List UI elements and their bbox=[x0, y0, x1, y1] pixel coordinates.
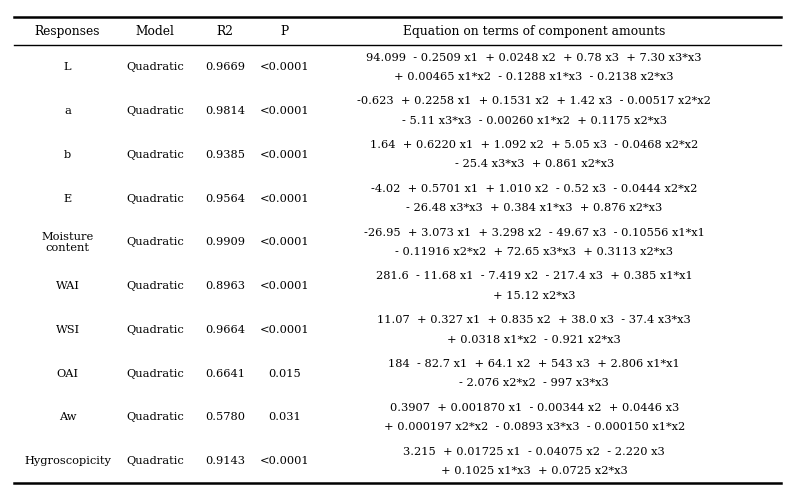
Text: R2: R2 bbox=[216, 25, 234, 38]
Text: 94.099  - 0.2509 x1  + 0.0248 x2  + 0.78 x3  + 7.30 x3*x3: 94.099 - 0.2509 x1 + 0.0248 x2 + 0.78 x3… bbox=[366, 53, 702, 62]
Text: 0.6641: 0.6641 bbox=[205, 369, 245, 379]
Text: Aw: Aw bbox=[59, 412, 76, 423]
Text: WAI: WAI bbox=[56, 281, 80, 291]
Text: 0.9814: 0.9814 bbox=[205, 106, 245, 116]
Text: - 5.11 x3*x3  - 0.00260 x1*x2  + 0.1175 x2*x3: - 5.11 x3*x3 - 0.00260 x1*x2 + 0.1175 x2… bbox=[401, 116, 667, 125]
Text: Quadratic: Quadratic bbox=[126, 62, 184, 72]
Text: 0.9385: 0.9385 bbox=[205, 150, 245, 160]
Text: <0.0001: <0.0001 bbox=[260, 237, 309, 247]
Text: 0.9669: 0.9669 bbox=[205, 62, 245, 72]
Text: 0.9664: 0.9664 bbox=[205, 325, 245, 335]
Text: - 25.4 x3*x3  + 0.861 x2*x3: - 25.4 x3*x3 + 0.861 x2*x3 bbox=[455, 159, 614, 169]
Text: Quadratic: Quadratic bbox=[126, 106, 184, 116]
Text: Quadratic: Quadratic bbox=[126, 369, 184, 379]
Text: 0.9564: 0.9564 bbox=[205, 193, 245, 204]
Text: Hygroscopicity: Hygroscopicity bbox=[24, 456, 111, 466]
Text: Model: Model bbox=[136, 25, 174, 38]
Text: Quadratic: Quadratic bbox=[126, 193, 184, 204]
Text: WSI: WSI bbox=[56, 325, 80, 335]
Text: -26.95  + 3.073 x1  + 3.298 x2  - 49.67 x3  - 0.10556 x1*x1: -26.95 + 3.073 x1 + 3.298 x2 - 49.67 x3 … bbox=[364, 228, 704, 238]
Text: 1.64  + 0.6220 x1  + 1.092 x2  + 5.05 x3  - 0.0468 x2*x2: 1.64 + 0.6220 x1 + 1.092 x2 + 5.05 x3 - … bbox=[370, 140, 698, 150]
Text: <0.0001: <0.0001 bbox=[260, 456, 309, 466]
Text: OAI: OAI bbox=[56, 369, 79, 379]
Text: Quadratic: Quadratic bbox=[126, 281, 184, 291]
Text: - 0.11916 x2*x2  + 72.65 x3*x3  + 0.3113 x2*x3: - 0.11916 x2*x2 + 72.65 x3*x3 + 0.3113 x… bbox=[395, 247, 673, 257]
Text: P: P bbox=[281, 25, 289, 38]
Text: <0.0001: <0.0001 bbox=[260, 325, 309, 335]
Text: <0.0001: <0.0001 bbox=[260, 150, 309, 160]
Text: 0.8963: 0.8963 bbox=[205, 281, 245, 291]
Text: Responses: Responses bbox=[35, 25, 100, 38]
Text: 11.07  + 0.327 x1  + 0.835 x2  + 38.0 x3  - 37.4 x3*x3: 11.07 + 0.327 x1 + 0.835 x2 + 38.0 x3 - … bbox=[378, 315, 691, 325]
Text: 3.215  + 0.01725 x1  - 0.04075 x2  - 2.220 x3: 3.215 + 0.01725 x1 - 0.04075 x2 - 2.220 … bbox=[403, 447, 665, 457]
Text: <0.0001: <0.0001 bbox=[260, 62, 309, 72]
Text: Quadratic: Quadratic bbox=[126, 456, 184, 466]
Text: Quadratic: Quadratic bbox=[126, 325, 184, 335]
Text: + 0.0318 x1*x2  - 0.921 x2*x3: + 0.0318 x1*x2 - 0.921 x2*x3 bbox=[448, 335, 621, 344]
Text: + 0.00465 x1*x2  - 0.1288 x1*x3  - 0.2138 x2*x3: + 0.00465 x1*x2 - 0.1288 x1*x3 - 0.2138 … bbox=[394, 72, 674, 82]
Text: 281.6  - 11.68 x1  - 7.419 x2  - 217.4 x3  + 0.385 x1*x1: 281.6 - 11.68 x1 - 7.419 x2 - 217.4 x3 +… bbox=[376, 272, 692, 281]
Text: E: E bbox=[64, 193, 72, 204]
Text: 0.031: 0.031 bbox=[268, 412, 301, 423]
Text: <0.0001: <0.0001 bbox=[260, 106, 309, 116]
Text: <0.0001: <0.0001 bbox=[260, 193, 309, 204]
Text: 0.5780: 0.5780 bbox=[205, 412, 245, 423]
Text: - 26.48 x3*x3  + 0.384 x1*x3  + 0.876 x2*x3: - 26.48 x3*x3 + 0.384 x1*x3 + 0.876 x2*x… bbox=[406, 203, 662, 213]
Text: 0.9143: 0.9143 bbox=[205, 456, 245, 466]
Text: + 0.1025 x1*x3  + 0.0725 x2*x3: + 0.1025 x1*x3 + 0.0725 x2*x3 bbox=[441, 466, 627, 476]
Text: L: L bbox=[64, 62, 72, 72]
Text: Quadratic: Quadratic bbox=[126, 237, 184, 247]
Text: 0.3907  + 0.001870 x1  - 0.00344 x2  + 0.0446 x3: 0.3907 + 0.001870 x1 - 0.00344 x2 + 0.04… bbox=[390, 403, 679, 413]
Text: 0.015: 0.015 bbox=[268, 369, 301, 379]
Text: 0.9909: 0.9909 bbox=[205, 237, 245, 247]
Text: b: b bbox=[64, 150, 72, 160]
Text: Equation on terms of component amounts: Equation on terms of component amounts bbox=[403, 25, 665, 38]
Text: + 0.000197 x2*x2  - 0.0893 x3*x3  - 0.000150 x1*x2: + 0.000197 x2*x2 - 0.0893 x3*x3 - 0.0001… bbox=[384, 422, 684, 432]
Text: -0.623  + 0.2258 x1  + 0.1531 x2  + 1.42 x3  - 0.00517 x2*x2: -0.623 + 0.2258 x1 + 0.1531 x2 + 1.42 x3… bbox=[357, 96, 712, 106]
Text: -4.02  + 0.5701 x1  + 1.010 x2  - 0.52 x3  - 0.0444 x2*x2: -4.02 + 0.5701 x1 + 1.010 x2 - 0.52 x3 -… bbox=[371, 184, 697, 194]
Text: Moisture
content: Moisture content bbox=[41, 232, 94, 253]
Text: Quadratic: Quadratic bbox=[126, 412, 184, 423]
Text: a: a bbox=[64, 106, 71, 116]
Text: <0.0001: <0.0001 bbox=[260, 281, 309, 291]
Text: - 2.076 x2*x2  - 997 x3*x3: - 2.076 x2*x2 - 997 x3*x3 bbox=[460, 378, 609, 388]
Text: + 15.12 x2*x3: + 15.12 x2*x3 bbox=[493, 291, 576, 301]
Text: Quadratic: Quadratic bbox=[126, 150, 184, 160]
Text: 184  - 82.7 x1  + 64.1 x2  + 543 x3  + 2.806 x1*x1: 184 - 82.7 x1 + 64.1 x2 + 543 x3 + 2.806… bbox=[389, 359, 680, 369]
